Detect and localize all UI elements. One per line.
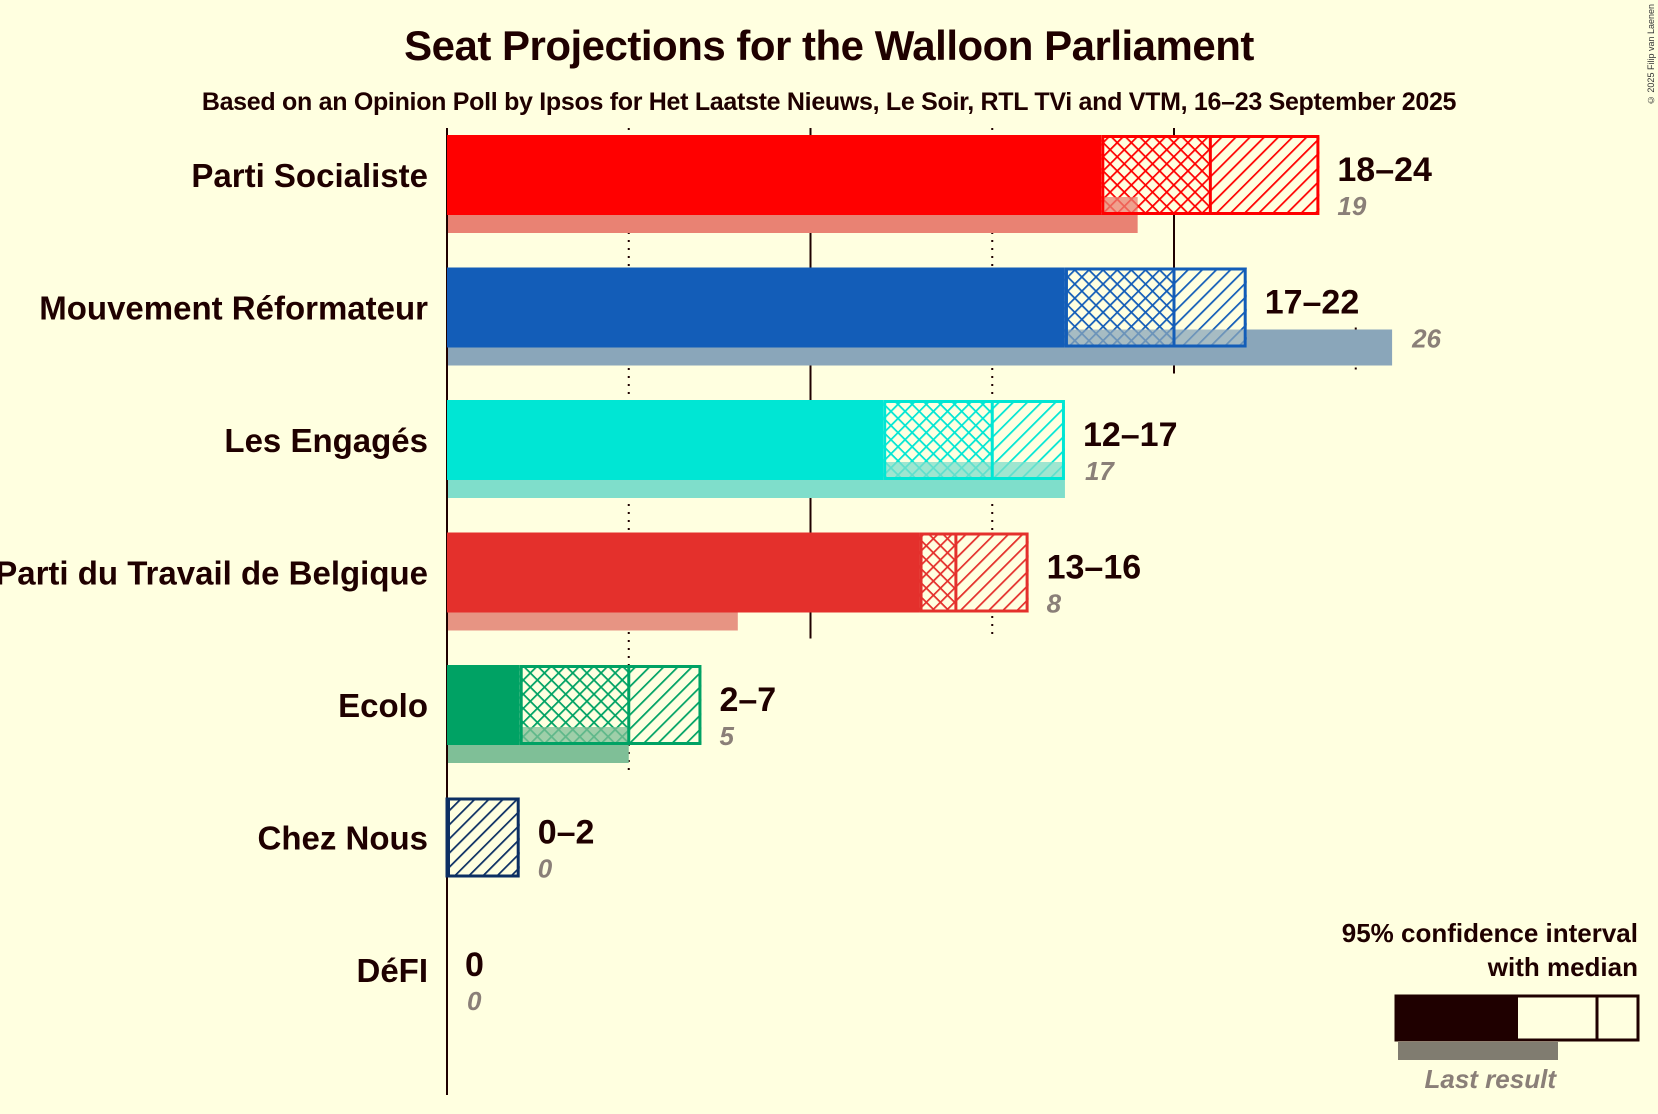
party-label: Les Engagés	[224, 422, 428, 459]
last-result-label: 0	[538, 854, 553, 884]
range-label: 0	[465, 946, 484, 984]
ci-solid-bar	[447, 532, 920, 613]
ci-lower-interval	[919, 532, 956, 613]
ci-outline	[919, 532, 1029, 613]
party-label: Parti Socialiste	[191, 157, 428, 194]
legend-outline	[1394, 994, 1640, 1042]
last-result-label: 19	[1337, 191, 1366, 221]
legend-title-line1: 95% confidence interval	[1342, 918, 1638, 948]
ci-solid-bar	[447, 400, 884, 480]
last-result-overlay	[883, 462, 1065, 480]
last-result-overlay	[1101, 197, 1138, 215]
ci-upper-interval	[1210, 135, 1320, 215]
last-result-label: 17	[1085, 456, 1115, 486]
party-label: Parti du Travail de Belgique	[0, 555, 428, 592]
party-row: Mouvement Réformateur 17–22 26	[39, 267, 1442, 366]
last-result-overlay	[1064, 329, 1247, 348]
legend-solid-swatch	[1396, 996, 1518, 1040]
ci-solid-bar	[447, 665, 520, 745]
last-result-label: 0	[467, 986, 482, 1016]
range-label: 13–16	[1047, 549, 1142, 587]
legend-title-line2: with median	[1487, 952, 1638, 982]
ci-solid-bar	[447, 267, 1065, 348]
party-label: Ecolo	[338, 687, 428, 724]
party-row: Parti du Travail de Belgique 13–168	[0, 532, 1142, 631]
ci-outline	[1064, 267, 1247, 348]
legend-hatch-swatch	[1596, 996, 1638, 1040]
party-label: Chez Nous	[257, 820, 428, 857]
range-label: 17–22	[1265, 284, 1360, 322]
party-row: Chez Nous 0–20	[257, 797, 595, 884]
ci-outline	[883, 400, 1065, 480]
last-result-label: 8	[1047, 589, 1062, 619]
legend-last-result-swatch	[1398, 1042, 1558, 1060]
party-row: Ecolo 2–75	[338, 665, 776, 763]
party-row: DéFI 00	[356, 946, 483, 1016]
ci-upper-interval	[447, 797, 520, 878]
ci-upper-interval	[955, 532, 1029, 613]
range-label: 0–2	[538, 814, 595, 852]
range-label: 12–17	[1083, 416, 1178, 454]
chart-title: Seat Projections for the Walloon Parliam…	[404, 22, 1254, 69]
ci-solid-bar	[447, 135, 1102, 215]
last-result-label: 26	[1411, 324, 1441, 354]
range-label: 18–24	[1337, 151, 1432, 189]
legend-last-result-label: Last result	[1425, 1064, 1558, 1094]
ci-upper-interval	[628, 665, 702, 745]
legend-cross-swatch	[1518, 996, 1596, 1040]
ci-outline	[519, 665, 702, 745]
range-label: 2–7	[719, 681, 776, 719]
chart-subtitle: Based on an Opinion Poll by Ipsos for He…	[201, 88, 1457, 116]
legend: 95% confidence interval with median Last r…	[1342, 918, 1640, 1094]
last-result-label: 5	[719, 721, 734, 751]
party-label: DéFI	[356, 952, 428, 989]
party-label: Mouvement Réformateur	[39, 290, 428, 327]
last-result-overlay	[519, 727, 629, 745]
